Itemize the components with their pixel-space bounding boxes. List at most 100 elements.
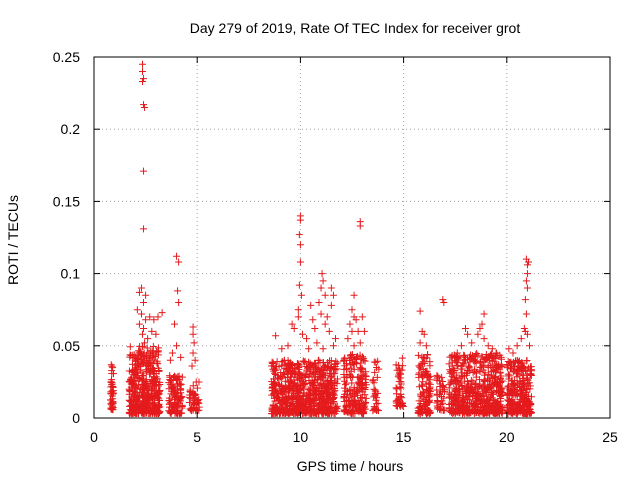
data-point	[424, 387, 432, 395]
data-point	[468, 399, 476, 407]
data-point	[285, 389, 293, 397]
data-point	[352, 388, 360, 396]
data-point	[167, 376, 175, 384]
data-point	[143, 390, 151, 398]
data-point	[329, 291, 337, 299]
data-point	[127, 402, 135, 410]
data-point	[512, 389, 520, 397]
data-point	[397, 370, 405, 378]
data-point	[296, 216, 304, 224]
data-point	[462, 324, 470, 332]
data-point	[438, 373, 446, 381]
data-point	[374, 357, 382, 365]
data-point	[327, 284, 335, 292]
data-point	[170, 320, 178, 328]
data-point	[346, 385, 354, 393]
data-point	[370, 379, 378, 387]
data-point	[369, 377, 377, 385]
data-point	[472, 369, 480, 377]
y-tick-label: 0.05	[53, 338, 80, 354]
data-point	[271, 369, 279, 377]
data-point	[345, 407, 353, 415]
data-point	[358, 364, 366, 372]
data-point	[359, 402, 367, 410]
x-axis-label: GPS time / hours	[297, 458, 404, 474]
data-point	[177, 353, 185, 361]
data-point	[140, 101, 148, 109]
data-point	[485, 397, 493, 405]
data-point	[437, 406, 445, 414]
data-point	[146, 369, 154, 377]
data-point	[355, 379, 363, 387]
data-point	[441, 386, 449, 394]
data-point	[460, 405, 468, 413]
data-point	[305, 345, 313, 353]
data-point	[128, 380, 136, 388]
data-point	[321, 379, 329, 387]
data-point	[348, 306, 356, 314]
data-point	[360, 356, 368, 364]
data-point	[509, 349, 517, 357]
data-point	[294, 374, 302, 382]
data-point	[356, 380, 364, 388]
data-point	[497, 384, 505, 392]
data-point	[522, 310, 530, 318]
data-point	[284, 342, 292, 350]
data-point	[523, 374, 531, 382]
data-point	[506, 387, 514, 395]
data-point	[445, 381, 453, 389]
data-point	[139, 60, 147, 68]
data-point	[359, 409, 367, 417]
data-point	[305, 390, 313, 398]
data-point	[464, 378, 472, 386]
data-point	[296, 241, 304, 249]
data-point	[520, 324, 528, 332]
data-point	[508, 395, 516, 403]
data-point	[468, 407, 476, 415]
data-point	[140, 324, 148, 332]
data-point	[306, 370, 314, 378]
data-point	[521, 296, 529, 304]
data-point	[454, 355, 462, 363]
data-point	[154, 401, 162, 409]
data-point	[168, 349, 176, 357]
data-point	[149, 342, 157, 350]
data-point	[527, 393, 535, 401]
data-point	[505, 372, 513, 380]
data-point	[167, 398, 175, 406]
data-point	[510, 408, 518, 416]
data-point	[269, 408, 277, 416]
data-point	[136, 375, 144, 383]
data-point	[421, 359, 429, 367]
data-point	[309, 381, 317, 389]
data-point	[473, 400, 481, 408]
data-point	[448, 352, 456, 360]
data-point	[156, 378, 164, 386]
data-point	[154, 394, 162, 402]
data-point	[347, 372, 355, 380]
data-point	[126, 410, 134, 418]
data-point	[523, 270, 531, 278]
data-point	[392, 397, 400, 405]
data-point	[476, 366, 484, 374]
data-point	[297, 291, 305, 299]
x-tick-label: 20	[499, 429, 515, 445]
data-point	[326, 379, 334, 387]
data-point	[268, 391, 276, 399]
data-point	[352, 316, 360, 324]
data-point	[291, 370, 299, 378]
data-point	[142, 351, 150, 359]
data-point	[174, 287, 182, 295]
plot-frame	[93, 56, 611, 419]
data-point	[467, 351, 475, 359]
data-point	[153, 375, 161, 383]
data-point	[295, 361, 303, 369]
data-point	[493, 349, 501, 357]
data-point	[350, 342, 358, 350]
data-point	[307, 301, 315, 309]
data-point	[348, 327, 356, 335]
data-point	[193, 384, 201, 392]
x-tick-label: 10	[293, 429, 309, 445]
data-point	[451, 386, 459, 394]
data-point	[283, 366, 291, 374]
